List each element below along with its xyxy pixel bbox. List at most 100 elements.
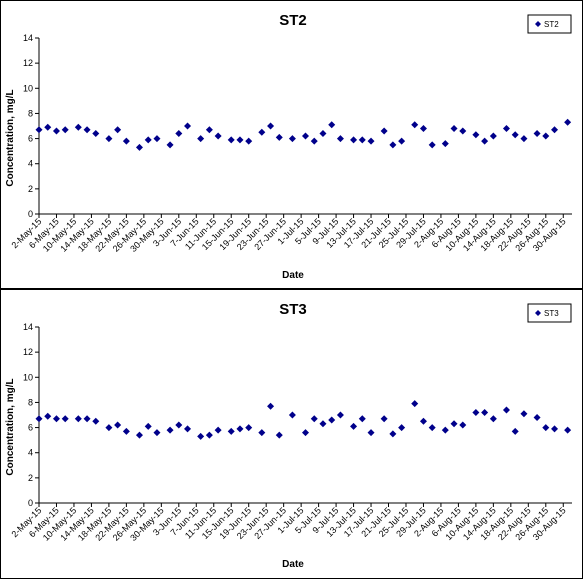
- data-point: [144, 422, 152, 430]
- data-point: [92, 417, 100, 425]
- y-tick-label: 14: [23, 33, 33, 43]
- y-tick-label: 4: [28, 159, 33, 169]
- data-point: [184, 122, 192, 130]
- data-point: [542, 424, 550, 432]
- legend: ST2: [527, 14, 572, 34]
- data-point: [74, 123, 82, 131]
- data-point: [105, 135, 113, 143]
- data-point: [52, 415, 60, 423]
- data-point: [367, 429, 375, 437]
- data-point: [489, 132, 497, 140]
- data-point: [114, 126, 122, 134]
- data-point: [502, 125, 510, 133]
- data-point: [511, 427, 519, 435]
- data-point: [92, 130, 100, 138]
- legend-box: [527, 303, 572, 323]
- y-tick-label: 10: [23, 372, 33, 382]
- y-tick-label: 0: [28, 209, 33, 219]
- data-point: [389, 430, 397, 438]
- data-point: [380, 127, 388, 135]
- data-point: [551, 126, 559, 134]
- data-point: [35, 415, 43, 423]
- data-point: [336, 411, 344, 419]
- data-point: [61, 415, 69, 423]
- y-tick-label: 6: [28, 134, 33, 144]
- data-point: [153, 429, 161, 437]
- legend: ST3: [527, 303, 572, 323]
- data-point: [267, 122, 275, 130]
- chart-st3: ST3024681012142-May-156-May-1510-May-151…: [5, 301, 572, 570]
- data-point: [44, 123, 52, 131]
- data-point: [411, 121, 419, 129]
- data-point: [302, 132, 309, 140]
- chart-panel-st2: ST2 0 2 4 6 8 10 12 14 2-May-15 6-May-15 10-May-15 1…: [0, 0, 583, 289]
- legend-label: ST3: [544, 309, 559, 318]
- data-point: [166, 141, 174, 149]
- data-point: [245, 424, 253, 432]
- y-tick-label: 2: [28, 473, 33, 483]
- data-point: [389, 141, 397, 149]
- chart-title: ST2: [279, 12, 307, 29]
- data-point: [205, 126, 213, 134]
- data-point: [489, 415, 497, 423]
- y-tick-label: 12: [23, 347, 33, 357]
- data-point: [267, 402, 275, 410]
- data-point: [398, 424, 406, 432]
- data-point: [472, 408, 480, 416]
- data-point: [319, 130, 327, 138]
- data-point: [428, 424, 436, 432]
- data-point: [380, 415, 388, 423]
- data-point: [358, 136, 366, 144]
- data-point: [502, 406, 510, 414]
- data-point: [459, 421, 467, 429]
- y-tick-label: 6: [28, 423, 33, 433]
- data-point: [328, 121, 336, 129]
- data-point: [175, 130, 183, 138]
- x-axis-label: Date: [282, 559, 304, 570]
- data-point: [302, 429, 309, 437]
- data-point: [398, 137, 406, 145]
- legend-marker: [535, 21, 541, 27]
- data-point: [83, 415, 91, 423]
- y-axis-label: Concentration, mg/L: [5, 378, 16, 475]
- data-point: [236, 136, 244, 144]
- legend-label: ST2: [544, 20, 559, 29]
- data-point: [441, 426, 449, 434]
- legend-marker: [535, 310, 541, 316]
- data-point: [350, 136, 358, 144]
- data-point: [310, 137, 318, 145]
- data-point: [441, 140, 449, 148]
- data-point: [258, 429, 266, 437]
- data-point: [310, 415, 318, 423]
- y-axis-label: Concentration, mg/L: [5, 89, 16, 186]
- data-point: [197, 432, 205, 440]
- data-point: [336, 135, 344, 143]
- data-point: [44, 412, 52, 420]
- data-point: [511, 131, 519, 139]
- data-point: [328, 416, 336, 424]
- chart-title: ST3: [279, 301, 307, 318]
- data-point: [288, 411, 296, 419]
- y-tick-label: 10: [23, 83, 33, 93]
- data-point: [184, 425, 192, 433]
- data-point: [428, 141, 436, 149]
- data-point: [481, 408, 489, 416]
- data-point: [319, 420, 327, 428]
- data-point: [520, 410, 528, 418]
- data-point: [135, 431, 143, 439]
- data-point: [411, 400, 419, 408]
- data-point: [350, 422, 358, 430]
- data-point: [258, 128, 266, 136]
- y-tick-label: 8: [28, 397, 33, 407]
- legend-box: [527, 14, 572, 34]
- data-point: [122, 427, 130, 435]
- data-point: [197, 135, 205, 143]
- data-point: [533, 130, 541, 138]
- data-point: [114, 421, 122, 429]
- data-point: [450, 125, 458, 133]
- data-point: [288, 135, 296, 143]
- chart-panel-st3: ST3 0 2 4 6 8 10 12 14 2-May-15 6-May-15 10-May-15 1…: [0, 289, 583, 579]
- data-point: [144, 136, 152, 144]
- data-point: [227, 136, 235, 144]
- data-point: [564, 118, 572, 126]
